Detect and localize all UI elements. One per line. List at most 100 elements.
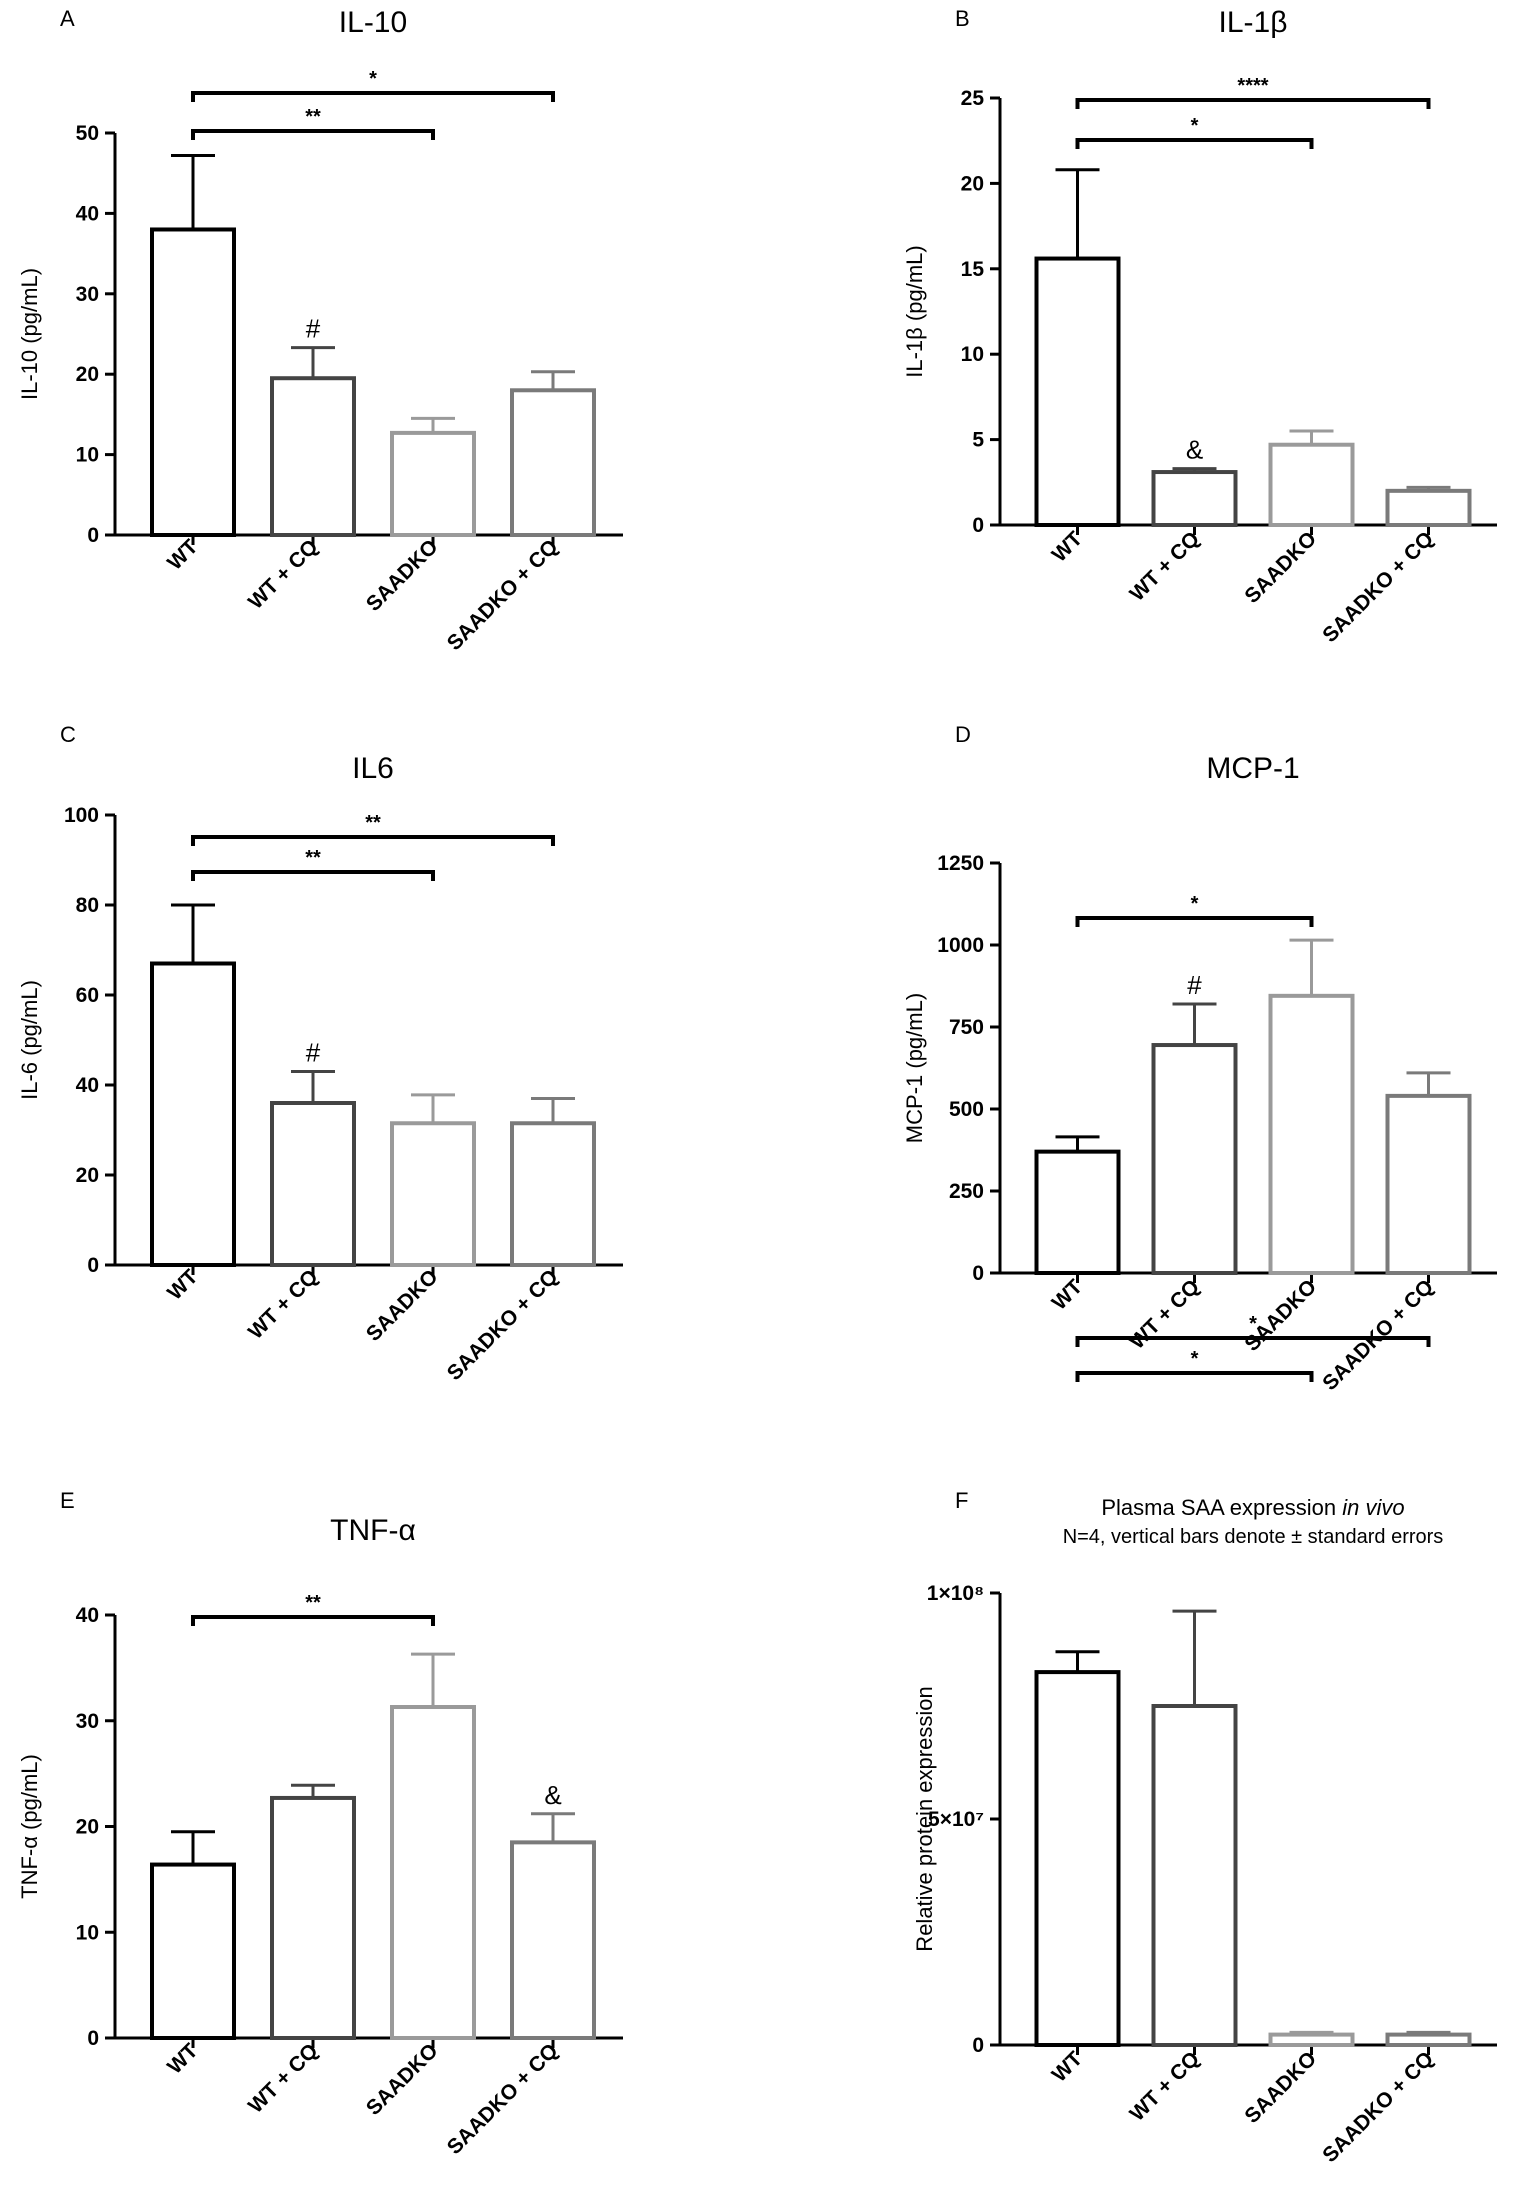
y-tick-label: 40 (76, 1074, 99, 1097)
significance-bracket (191, 870, 435, 881)
bar (1268, 2032, 1355, 2048)
y-tick-label: 0 (87, 2027, 99, 2050)
bar (1034, 1670, 1121, 2047)
y-tick-label: 100 (64, 804, 99, 827)
y-tick-label: 5 (972, 429, 984, 452)
chart-subtitle: N=4, vertical bars denote ± standard err… (1063, 1526, 1444, 1548)
y-tick-label: 20 (76, 1816, 99, 1839)
y-tick-label: 1250 (937, 852, 984, 875)
significance-mark: # (306, 314, 321, 344)
panel-letter: D (955, 722, 971, 747)
bracket-label: **** (1237, 75, 1268, 97)
chart-title: Plasma SAA expression in vivo (1101, 1495, 1404, 1520)
chart-title: MCP-1 (1206, 752, 1299, 785)
significance-bracket (191, 1615, 435, 1626)
bracket-label: ** (365, 812, 381, 834)
y-tick-label: 30 (76, 1710, 99, 1733)
y-axis-label: TNF-α (pg/mL) (17, 1754, 42, 1899)
bar (150, 227, 236, 537)
bar (510, 1840, 596, 2041)
significance-mark: # (306, 1038, 321, 1068)
bracket-label: * (1191, 893, 1199, 915)
y-tick-label: 750 (949, 1016, 984, 1039)
bar (270, 1101, 356, 1267)
bracket-label: ** (305, 847, 321, 869)
y-tick-label: 20 (76, 363, 99, 386)
bar (1385, 1093, 1472, 1275)
bar (1151, 1043, 1238, 1276)
chart-title: IL-1β (1219, 6, 1288, 39)
bar (1034, 256, 1121, 527)
y-tick-label: 60 (76, 984, 99, 1007)
bar (510, 1121, 596, 1267)
bar (1268, 993, 1355, 1276)
y-axis-label: MCP-1 (pg/mL) (902, 993, 927, 1143)
y-axis-label: Relative protein expression (912, 1686, 937, 1951)
significance-bracket (191, 91, 555, 102)
panel-letter: A (60, 6, 75, 31)
bracket-label: * (1191, 115, 1199, 137)
bar (1151, 470, 1238, 527)
panel-letter: F (955, 1488, 968, 1513)
bar (1268, 442, 1355, 527)
y-tick-label: 20 (76, 1164, 99, 1187)
significance-bracket (1075, 916, 1314, 927)
bar (390, 1705, 476, 2040)
bracket-label: * (369, 68, 377, 90)
significance-bracket (1075, 98, 1431, 109)
bar (390, 1121, 476, 1267)
significance-bracket (191, 835, 555, 846)
bar (1385, 488, 1472, 527)
significance-bracket (191, 129, 435, 140)
y-tick-label: 30 (76, 283, 99, 306)
significance-bracket (1075, 138, 1314, 149)
bar (1034, 1149, 1121, 1276)
bar (150, 961, 236, 1267)
y-tick-label: 10 (961, 343, 984, 366)
significance-mark: & (1186, 435, 1203, 465)
bar (390, 430, 476, 537)
y-tick-label: 10 (76, 444, 99, 467)
bracket-label: ** (305, 106, 321, 128)
y-axis-label: IL-10 (pg/mL) (17, 268, 42, 400)
y-tick-label: 25 (961, 87, 985, 110)
y-tick-label: 0 (972, 2034, 984, 2057)
chart-title: IL-10 (339, 6, 407, 39)
y-tick-label: 500 (949, 1098, 984, 1121)
y-tick-label: 0 (972, 514, 984, 537)
y-tick-label: 80 (76, 894, 99, 917)
chart-title-italic: in vivo (1342, 1495, 1404, 1520)
y-tick-label: 0 (972, 1262, 984, 1285)
bracket-label: * (1249, 1313, 1257, 1335)
y-tick-label: 0 (87, 1254, 99, 1277)
y-tick-label: 5×10⁷ (928, 1808, 984, 1831)
y-tick-label: 0 (87, 524, 99, 547)
bar (510, 388, 596, 537)
significance-mark: # (1187, 970, 1202, 1000)
y-tick-label: 40 (76, 202, 99, 225)
bracket-label: ** (305, 1592, 321, 1614)
bar (150, 1862, 236, 2040)
bar (270, 376, 356, 537)
panel-letter: E (60, 1488, 75, 1513)
panel-letter: B (955, 6, 970, 31)
y-tick-label: 50 (76, 122, 99, 145)
bar (1385, 2032, 1472, 2048)
panel-letter: C (60, 722, 76, 747)
y-tick-label: 1×10⁸ (927, 1582, 984, 1605)
bar (270, 1795, 356, 2041)
significance-mark: & (544, 1780, 561, 1810)
y-tick-label: 40 (76, 1604, 99, 1627)
y-tick-label: 20 (961, 172, 984, 195)
y-tick-label: 1000 (937, 934, 984, 957)
bracket-label: * (1191, 1348, 1199, 1370)
y-axis-label: IL-1β (pg/mL) (902, 245, 927, 377)
bar (1151, 1704, 1238, 2047)
chart-title: IL6 (352, 752, 394, 785)
significance-bracket (1075, 1371, 1314, 1382)
y-tick-label: 15 (961, 258, 985, 281)
y-tick-label: 250 (949, 1180, 984, 1203)
chart-title: TNF-α (330, 1514, 416, 1547)
y-axis-label: IL-6 (pg/mL) (17, 980, 42, 1100)
